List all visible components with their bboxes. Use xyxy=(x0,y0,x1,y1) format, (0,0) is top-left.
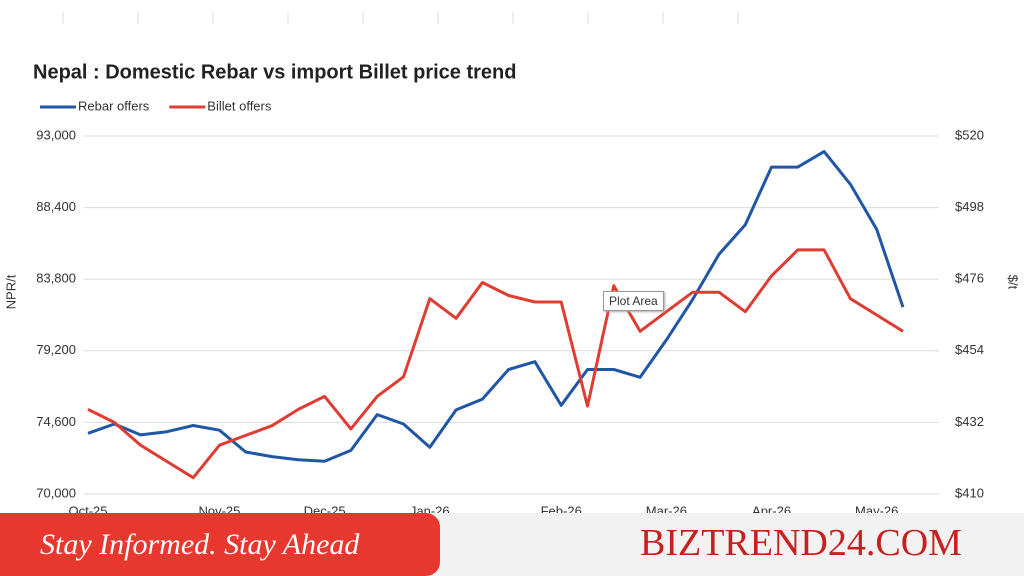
chart-title: Nepal : Domestic Rebar vs import Billet … xyxy=(33,61,516,83)
y2-tick-label: $454 xyxy=(955,342,984,357)
series-line xyxy=(87,150,905,463)
y-tick-label: 88,400 xyxy=(36,199,76,214)
y-tick-label: 70,000 xyxy=(36,485,76,500)
banner: Stay Informed. Stay Ahead BIZTREND24.COM xyxy=(0,513,1024,576)
tagline-box: Stay Informed. Stay Ahead xyxy=(0,513,440,576)
top-ruler xyxy=(62,12,739,24)
brand: BIZTREND24.COM xyxy=(640,522,962,564)
y-axis-label: NPR/t xyxy=(3,274,18,309)
tagline: Stay Informed. Stay Ahead xyxy=(40,527,360,561)
y2-tick-label: $476 xyxy=(955,271,984,286)
tooltip: Plot Area xyxy=(603,291,664,311)
y2-tick-label: $432 xyxy=(955,414,984,429)
legend-label: Billet offers xyxy=(207,98,272,113)
y-tick-label: 79,200 xyxy=(36,342,76,357)
y2-axis-label: $/t xyxy=(1006,275,1021,290)
y-tick-label: 74,600 xyxy=(36,414,76,429)
y2-tick-label: $520 xyxy=(955,127,984,142)
series-line xyxy=(87,248,904,480)
y-tick-label: 93,000 xyxy=(36,127,76,142)
y2-tick-label: $498 xyxy=(955,199,984,214)
y2-tick-label: $410 xyxy=(955,485,984,500)
y-tick-label: 83,800 xyxy=(36,271,76,286)
legend-label: Rebar offers xyxy=(78,98,150,113)
